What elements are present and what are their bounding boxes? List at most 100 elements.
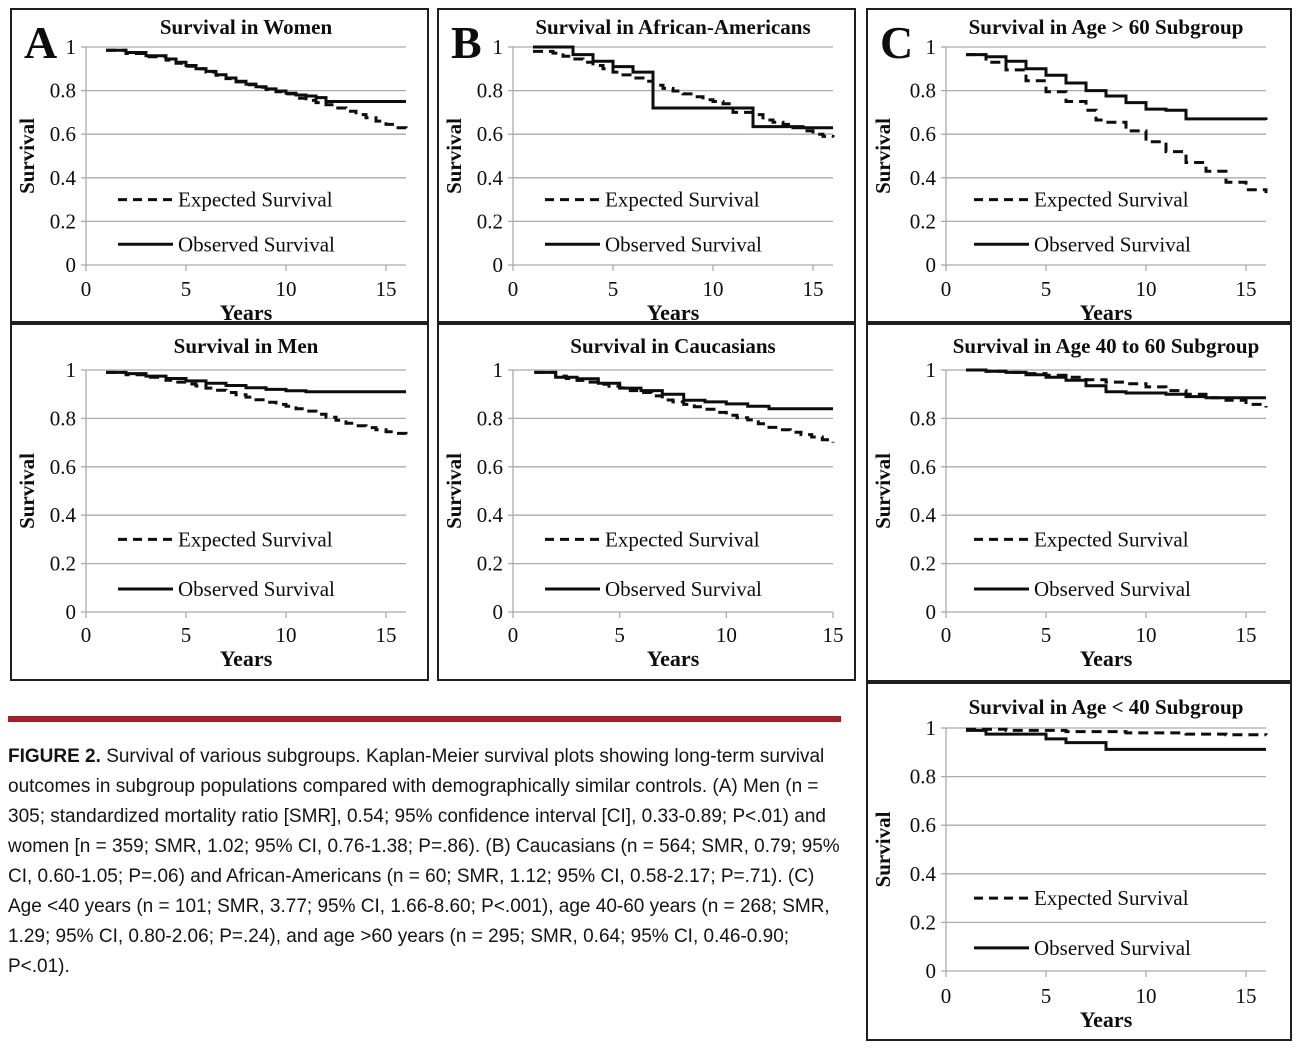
plot-african-americans: 1 0.8 0.6 0.4 0.2 00 5 10 15 B Survival in African… xyxy=(442,15,835,321)
panel-women: 1 0.8 0.6 0.4 0.2 0 0 5 10 15 A Survival in Women Su… xyxy=(10,8,429,323)
y-tick-label: 1 xyxy=(493,358,504,382)
y-tick-label: 0.4 xyxy=(477,166,504,190)
y-tick-label: 1 xyxy=(926,358,937,382)
y-tick-label: 1 xyxy=(493,35,504,59)
legend-label: Observed Survival xyxy=(605,232,762,256)
y-tick-label: 0.2 xyxy=(50,552,76,576)
y-tick-label: 0.4 xyxy=(50,166,77,190)
y-tick-label: 0 xyxy=(926,600,937,624)
curve-observed xyxy=(966,368,1266,400)
x-axis-label: Years xyxy=(220,646,273,671)
legend-label: Expected Survival xyxy=(605,188,760,212)
y-tick-label: 0.4 xyxy=(477,503,504,527)
legend-label: Observed Survival xyxy=(605,577,762,601)
x-tick-label: 5 xyxy=(181,277,192,301)
x-tick-label: 10 xyxy=(276,623,297,647)
panel-title: Survival in Age < 40 Subgroup xyxy=(969,695,1244,719)
y-axis-label: Survival xyxy=(15,453,39,529)
y-tick-label: 1 xyxy=(66,35,77,59)
y-tick-label: 0.2 xyxy=(477,552,503,576)
x-tick-label: 15 xyxy=(803,277,824,301)
y-tick-label: 0.8 xyxy=(910,406,936,430)
x-axis-label: Years xyxy=(1080,1007,1133,1032)
x-axis-label: Years xyxy=(220,300,273,321)
legend-label: Observed Survival xyxy=(1034,936,1191,960)
x-tick-label: 0 xyxy=(508,623,519,647)
panel-title: Survival in Age > 60 Subgroup xyxy=(969,15,1244,39)
curve-observed xyxy=(106,370,406,394)
plot-women: 1 0.8 0.6 0.4 0.2 00 5 10 15 A Survival in Women Su… xyxy=(15,15,408,321)
caption-text-block: FIGURE 2. Survival of various subgroups.… xyxy=(8,742,841,982)
curve-expected xyxy=(533,49,835,138)
y-tick-label: 0.2 xyxy=(910,910,936,934)
legend-label: Expected Survival xyxy=(1034,188,1189,212)
y-axis-label: Survival xyxy=(15,118,39,194)
panel-letter: A xyxy=(24,17,57,68)
x-tick-label: 5 xyxy=(1041,623,1052,647)
panel-age-under-40: 1 0.8 0.6 0.4 0.2 0 0 5 10 15 Survival in Age < 40… xyxy=(866,682,1292,1041)
y-tick-label: 1 xyxy=(926,716,937,740)
legend-label: Expected Survival xyxy=(605,527,760,551)
x-tick-label: 15 xyxy=(1236,623,1257,647)
panel-letter: B xyxy=(451,17,482,68)
caption-body: Survival of various subgroups. Kaplan-Me… xyxy=(8,746,840,977)
legend-label: Expected Survival xyxy=(178,188,333,212)
x-tick-label: 0 xyxy=(81,277,92,301)
y-tick-label: 0 xyxy=(493,600,504,624)
y-tick-label: 0.2 xyxy=(50,209,76,233)
legend-label: Observed Survival xyxy=(178,577,335,601)
x-tick-label: 5 xyxy=(1041,277,1052,301)
curve-expected xyxy=(106,48,408,131)
panel-caucasians: 1 0.8 0.6 0.4 0.2 0 0 5 10 15 Survival in Caucasia… xyxy=(437,323,856,681)
legend-label: Expected Survival xyxy=(1034,886,1189,910)
y-tick-label: 0.2 xyxy=(910,552,936,576)
x-tick-label: 0 xyxy=(941,984,952,1008)
x-tick-label: 10 xyxy=(716,623,737,647)
legend-label: Observed Survival xyxy=(1034,577,1191,601)
y-tick-label: 0.6 xyxy=(50,455,76,479)
y-tick-label: 0 xyxy=(66,600,77,624)
y-tick-label: 0.4 xyxy=(910,166,937,190)
panel-age-40-60: 1 0.8 0.6 0.4 0.2 0 0 5 10 15 Survival in Age 40 t… xyxy=(866,323,1292,682)
curve-observed xyxy=(533,45,833,130)
x-tick-label: 10 xyxy=(1136,984,1157,1008)
y-tick-label: 0.2 xyxy=(910,209,936,233)
y-tick-label: 0.6 xyxy=(477,455,503,479)
x-tick-label: 15 xyxy=(823,623,844,647)
panel-title: Survival in Women xyxy=(160,15,333,39)
panel-letter: C xyxy=(880,17,913,68)
x-tick-label: 0 xyxy=(941,277,952,301)
y-tick-label: 0.4 xyxy=(910,503,937,527)
y-axis-label: Survival xyxy=(442,453,466,529)
y-axis-label: Survival xyxy=(442,118,466,194)
caption-accent-rule xyxy=(8,716,841,722)
curve-expected xyxy=(966,53,1268,194)
legend-label: Observed Survival xyxy=(1034,232,1191,256)
x-tick-label: 5 xyxy=(1041,984,1052,1008)
x-tick-label: 0 xyxy=(81,623,92,647)
y-tick-label: 0.6 xyxy=(910,122,936,146)
curve-observed xyxy=(106,48,406,103)
figure-caption: FIGURE 2. Survival of various subgroups.… xyxy=(8,716,841,982)
x-axis-label: Years xyxy=(647,300,700,321)
panel-title: Survival in Age 40 to 60 Subgroup xyxy=(953,334,1260,358)
x-tick-label: 10 xyxy=(703,277,724,301)
caption-label: FIGURE 2. xyxy=(8,746,101,767)
panel-title: Survival in Men xyxy=(174,334,319,358)
panel-age-over-60: 1 0.8 0.6 0.4 0.2 0 0 5 10 15 C Survival in Age > 6… xyxy=(866,8,1292,323)
x-tick-label: 5 xyxy=(614,623,625,647)
plot-men: 1 0.8 0.6 0.4 0.2 00 5 10 15 Survival in Men Survi… xyxy=(15,334,408,671)
y-axis-label: Survival xyxy=(871,118,895,194)
x-tick-label: 15 xyxy=(1236,984,1257,1008)
y-axis-label: Survival xyxy=(871,811,895,887)
panel-title: Survival in Caucasians xyxy=(570,334,775,358)
y-tick-label: 0.8 xyxy=(910,765,936,789)
panel-title: Survival in African-Americans xyxy=(535,15,810,39)
curve-observed xyxy=(966,728,1266,751)
legend-label: Expected Survival xyxy=(178,527,333,551)
y-tick-label: 1 xyxy=(66,358,77,382)
panel-men: 1 0.8 0.6 0.4 0.2 0 0 5 10 15 Survival in Men Survi… xyxy=(10,323,429,681)
x-tick-label: 15 xyxy=(376,623,397,647)
x-axis-label: Years xyxy=(647,646,700,671)
y-tick-label: 0 xyxy=(926,253,937,277)
